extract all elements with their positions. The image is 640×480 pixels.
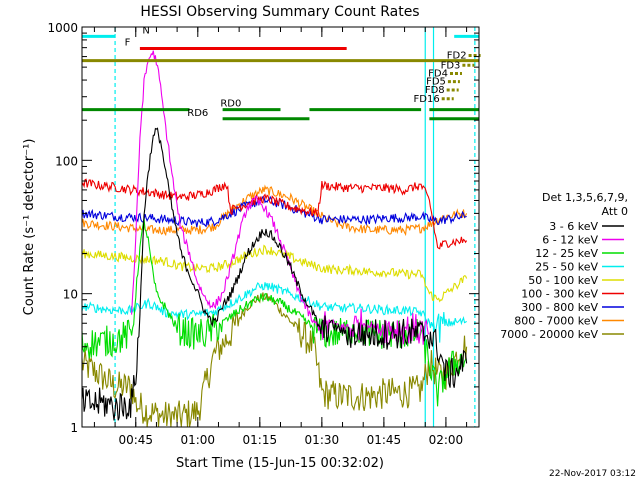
generated-timestamp: 22-Nov-2017 03:12 (549, 469, 636, 479)
legend-entry-label: 12 - 25 keV (535, 247, 598, 260)
legend-entry-label: 50 - 100 keV (528, 274, 598, 287)
series-line (81, 244, 468, 303)
chart-title: HESSI Observing Summary Count Rates (140, 4, 419, 20)
x-tick-label: 01:00 (180, 433, 215, 447)
fd-label: FD16 (414, 94, 440, 105)
flag-label: F (125, 37, 131, 48)
x-tick-label: 01:45 (367, 433, 402, 447)
legend-header-line1: Det 1,3,5,6,7,9, (542, 191, 628, 204)
fd-label: FD8 (425, 85, 445, 96)
fd-label: FD3 (441, 60, 461, 71)
fd-label: FD2 (447, 51, 467, 62)
series-line (81, 292, 468, 428)
x-axis-label: Start Time (15-Jun-15 00:32:02) (176, 456, 384, 471)
series-line (81, 127, 468, 421)
legend-entry-label: 100 - 300 keV (521, 288, 598, 301)
legend-entry-label: 25 - 50 keV (535, 261, 598, 274)
fd-label: FD5 (426, 77, 446, 88)
legend-entry-label: 300 - 800 keV (521, 301, 598, 314)
series-line (131, 50, 430, 345)
legend-header-line2: Att 0 (602, 205, 628, 218)
series-line (81, 282, 467, 343)
flag-label: N (142, 25, 149, 36)
y-tick-label: 10 (63, 288, 78, 302)
y-axis-label: Count Rate (s⁻¹ detector⁻¹) (22, 139, 37, 316)
legend-entry-label: 6 - 12 keV (542, 234, 598, 247)
y-tick-label: 100 (55, 154, 78, 168)
x-tick-label: 01:30 (305, 433, 340, 447)
legend-entry-label: 3 - 6 keV (549, 220, 598, 233)
x-tick-label: 02:00 (429, 433, 464, 447)
axes: 1 10 100 1000 00:45 01:00 01:15 01:30 01:45 02:00 (47, 21, 479, 447)
legend-entry-label: 7000 - 20000 keV (500, 328, 598, 341)
x-tick-label: 01:15 (243, 433, 278, 447)
fd-label: FD4 (428, 69, 448, 80)
flag-label: RD6 (187, 108, 208, 119)
series-line (81, 195, 467, 228)
legend-entry-label: 800 - 7000 keV (514, 315, 598, 328)
y-tick-label: 1 (70, 421, 78, 435)
y-tick-label: 1000 (47, 21, 78, 35)
plot-data (81, 27, 476, 428)
x-tick-label: 00:45 (118, 433, 153, 447)
flag-label: RD0 (220, 99, 241, 110)
